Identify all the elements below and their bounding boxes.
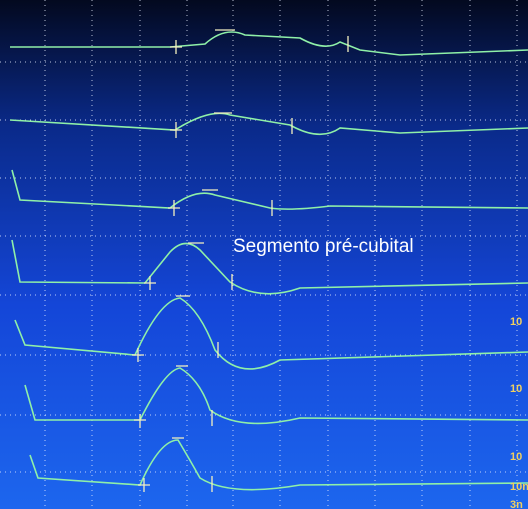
right-label: 10n [510, 481, 528, 493]
screen-photo: Segmento pré-cubital 10 10 10 10n 3n [0, 0, 528, 509]
right-label: 10 [510, 451, 522, 463]
right-label: 3n [510, 499, 523, 509]
annotation: Segmento pré-cubital [233, 236, 414, 257]
right-label: 10 [510, 316, 522, 328]
right-label: 10 [510, 383, 522, 395]
